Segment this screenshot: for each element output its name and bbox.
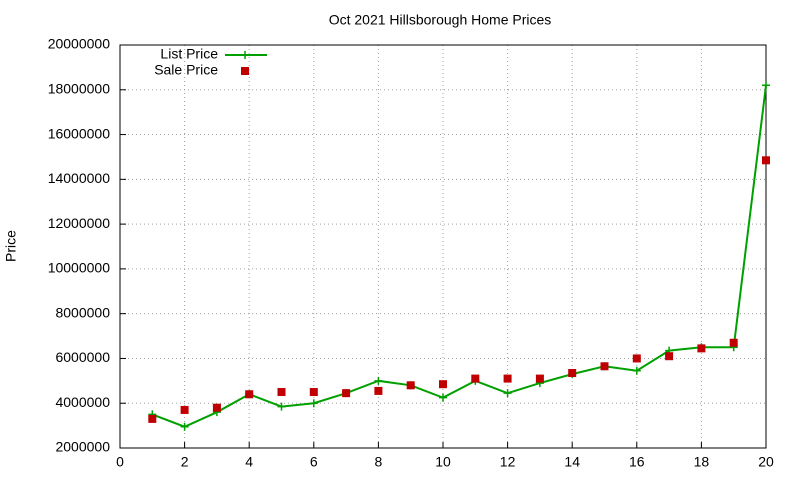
x-tick-label: 2: [181, 454, 189, 470]
point-marker: [212, 403, 221, 412]
point-marker: [374, 376, 383, 385]
x-tick-label: 12: [500, 454, 516, 470]
point-marker: [439, 393, 447, 402]
point-marker: [503, 374, 512, 383]
point-marker: [665, 352, 674, 361]
point-marker: [503, 389, 512, 398]
x-tick-label: 6: [310, 454, 318, 470]
x-tick-label: 0: [116, 454, 124, 470]
point-marker: [568, 368, 577, 377]
point-marker: [342, 389, 351, 398]
y-tick-label: 4000000: [55, 394, 110, 410]
chart-title: Oct 2021 Hillsborough Home Prices: [329, 12, 552, 28]
point-marker: [729, 338, 738, 347]
x-tick-label: 16: [629, 454, 645, 470]
y-tick-label: 18000000: [48, 80, 111, 96]
point-marker: [180, 422, 189, 431]
x-tick-label: 18: [694, 454, 710, 470]
y-tick-label: 10000000: [48, 260, 111, 276]
legend-label: List Price: [160, 46, 218, 62]
point-marker: [762, 156, 770, 165]
point-marker: [245, 390, 254, 399]
point-marker: [277, 388, 286, 397]
x-tick-label: 8: [375, 454, 383, 470]
y-tick-label: 6000000: [55, 349, 110, 365]
legend-marker: [241, 67, 249, 75]
point-marker: [439, 380, 447, 389]
x-tick-label: 4: [245, 454, 253, 470]
y-tick-label: 16000000: [48, 125, 111, 141]
x-tick-label: 20: [758, 454, 774, 470]
point-marker: [762, 81, 770, 90]
y-tick-label: 14000000: [48, 170, 111, 186]
y-tick-label: 8000000: [55, 304, 110, 320]
legend-label: Sale Price: [154, 62, 218, 78]
x-tick-label: 10: [435, 454, 451, 470]
point-marker: [632, 354, 641, 363]
series-line: [151, 85, 767, 428]
plot-frame: [119, 44, 767, 449]
point-marker: [632, 366, 641, 375]
point-marker: [148, 414, 157, 423]
y-tick-label: 2000000: [55, 439, 110, 455]
point-marker: [309, 399, 318, 408]
y-tick-label: 20000000: [48, 36, 111, 52]
point-marker: [277, 402, 286, 411]
point-marker: [697, 344, 706, 353]
point-marker: [471, 374, 480, 383]
point-marker: [374, 386, 383, 395]
legend-marker: [241, 51, 249, 59]
point-marker: [309, 388, 318, 397]
point-marker: [180, 405, 189, 414]
y-axis-label: Price: [3, 230, 19, 262]
point-marker: [406, 381, 415, 390]
point-marker: [535, 374, 544, 383]
point-marker: [600, 362, 609, 371]
x-tick-label: 14: [564, 454, 580, 470]
y-tick-label: 12000000: [48, 215, 111, 231]
